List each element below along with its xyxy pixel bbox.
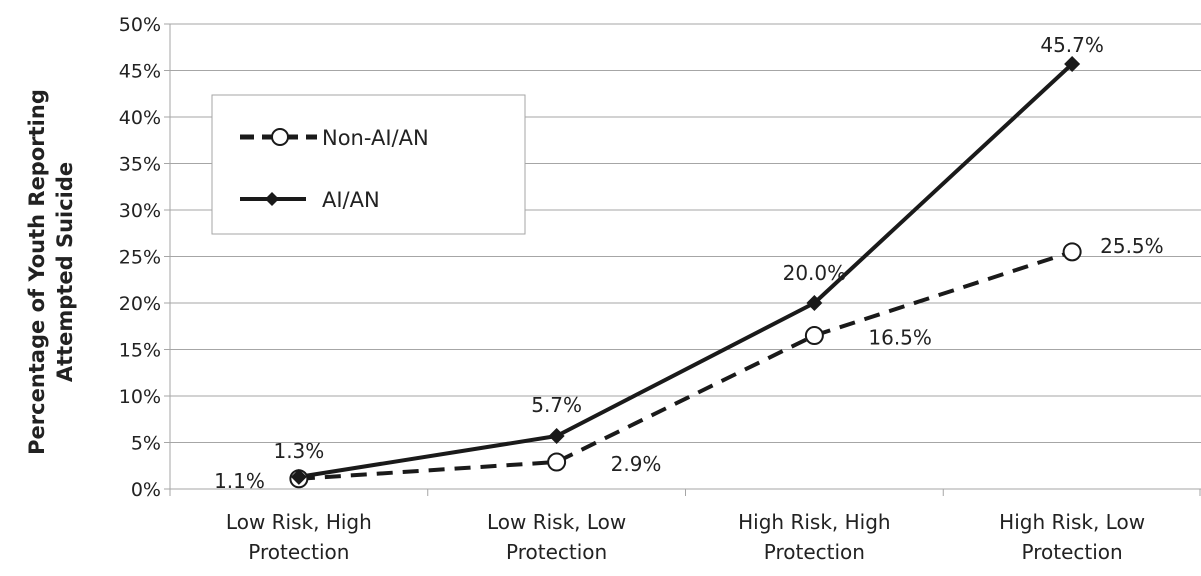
y-tick-label: 25% — [119, 247, 161, 269]
y-tick-label: 15% — [119, 340, 161, 362]
y-tick-label: 10% — [119, 386, 161, 408]
data-label-non-ai-an-0: 1.1% — [214, 469, 265, 493]
data-label-ai-an-3: 45.7% — [1040, 33, 1104, 57]
legend-box — [211, 94, 526, 235]
point-non-ai-an-3 — [1062, 242, 1082, 262]
y-tick-label: 35% — [119, 154, 161, 176]
series-line-ai-an — [298, 62, 1074, 479]
x-tick-label-high-risk-high-protection: High Risk, High Protection — [738, 510, 890, 564]
x-tick-label-low-risk-low-protection: Low Risk, Low Protection — [487, 510, 626, 564]
point-non-ai-an-2 — [804, 326, 824, 346]
y-tick-label: 5% — [131, 433, 161, 455]
data-labels: 1.1% 2.9% 16.5% 25.5% 1.3% 5.7% 20.0% 45.7% — [214, 33, 1164, 493]
data-label-non-ai-an-2: 16.5% — [868, 326, 932, 350]
y-tick-label: 40% — [119, 107, 161, 129]
point-ai-an-0 — [290, 468, 307, 485]
data-label-non-ai-an-1: 2.9% — [611, 452, 662, 476]
x-tick-label-high-risk-low-protection: High Risk, Low Protection — [999, 510, 1145, 564]
data-label-ai-an-1: 5.7% — [531, 393, 582, 417]
y-tick-label: 20% — [119, 293, 161, 315]
point-ai-an-2 — [806, 295, 823, 311]
axes: 0% 5% 10% 15% 20% 25% 30% 35% 40% 45% 50% Low Risk,… — [119, 14, 1201, 564]
point-non-ai-an-1 — [547, 452, 567, 472]
data-label-ai-an-2: 20.0% — [783, 261, 847, 285]
legend-swatch-non-ai-an-marker — [271, 128, 289, 146]
legend: Non-AI/AN AI/AN — [211, 94, 526, 235]
x-tick-label-low-risk-high-protection: Low Risk, High Protection — [226, 510, 372, 564]
point-ai-an-3 — [1064, 55, 1081, 72]
series-line-non-ai-an — [298, 249, 1073, 481]
y-tick-label: 50% — [119, 14, 161, 36]
y-axis-title-line-2: Attempted Suicide — [53, 162, 77, 382]
y-axis-title: Percentage of Youth Reporting Attempted … — [25, 89, 77, 455]
legend-label-ai-an: AI/AN — [322, 188, 380, 212]
series-markers — [289, 55, 1082, 489]
legend-label-non-ai-an: Non-AI/AN — [322, 126, 429, 150]
y-tick-label: 30% — [119, 200, 161, 222]
legend-swatch-ai-an-marker — [265, 192, 279, 206]
y-tick-label: 45% — [119, 61, 161, 83]
point-ai-an-1 — [548, 427, 565, 444]
data-label-ai-an-0: 1.3% — [273, 439, 324, 463]
y-axis-title-line-1: Percentage of Youth Reporting — [25, 89, 49, 455]
data-label-non-ai-an-3: 25.5% — [1100, 234, 1164, 258]
y-tick-label: 0% — [131, 479, 161, 501]
series-lines — [298, 62, 1074, 481]
